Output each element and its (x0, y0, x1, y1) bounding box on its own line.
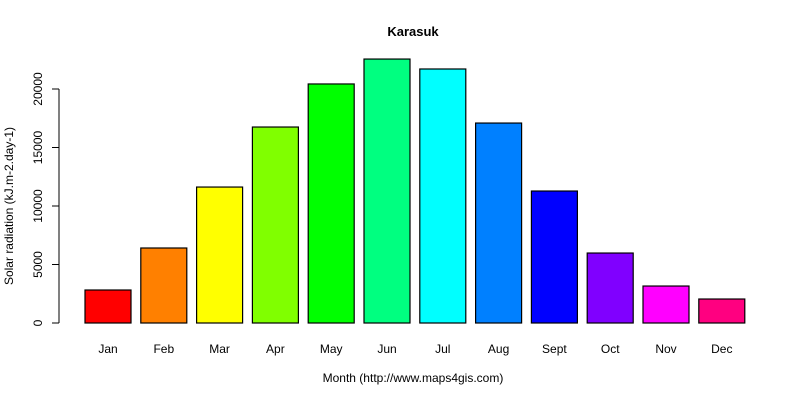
bar-oct (586, 252, 634, 324)
x-tick-label: Jul (435, 342, 450, 356)
bar-aug (475, 122, 523, 324)
bar-jan (84, 289, 132, 324)
x-tick-label: Feb (153, 342, 174, 356)
x-axis-label: Month (http://www.maps4gis.com) (323, 371, 504, 385)
x-tick-label: Apr (266, 342, 285, 356)
y-axis-label: Solar radiation (kJ.m-2.day-1) (2, 127, 16, 285)
bars (84, 58, 746, 324)
y-tick-label: 5000 (31, 251, 45, 278)
bar-apr (251, 126, 299, 324)
y-tick-label: 0 (31, 319, 45, 326)
chart-title: Karasuk (387, 24, 439, 39)
x-tick-label: Nov (655, 342, 676, 356)
bar-jul (419, 68, 467, 324)
bar-sept (530, 190, 579, 324)
y-axis: 0 5000 10000 15000 20000 (31, 72, 60, 326)
x-tick-labels: Jan Feb Mar Apr May Jun Jul Aug Sept Oct Nov Dec (98, 342, 732, 356)
bar-mar (196, 186, 244, 324)
bar-dec (698, 298, 746, 324)
x-tick-label: Jun (377, 342, 396, 356)
x-tick-label: Jan (98, 342, 117, 356)
x-tick-label: May (320, 342, 343, 356)
x-tick-label: Oct (601, 342, 620, 356)
x-tick-label: Sept (542, 342, 567, 356)
x-tick-label: Dec (711, 342, 732, 356)
bar-jun (363, 58, 411, 324)
y-tick-label: 15000 (31, 130, 45, 164)
x-tick-label: Aug (488, 342, 509, 356)
y-tick-label: 20000 (31, 72, 45, 106)
y-tick-label: 10000 (31, 189, 45, 223)
x-tick-label: Mar (209, 342, 230, 356)
bar-nov (642, 285, 690, 324)
bar-may (307, 83, 355, 324)
bar-feb (140, 247, 188, 324)
